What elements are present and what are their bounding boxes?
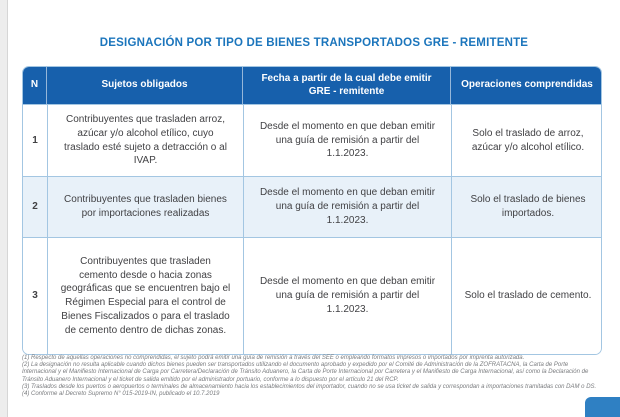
row-number: 2	[32, 201, 38, 213]
footnote-4: (4) Conforme al Decreto Supremo N° 015-2…	[22, 390, 220, 397]
cell-sujetos: Contribuyentes que trasladen bienes por …	[47, 177, 243, 238]
table-header-row: N Sujetos obligados Fecha a partir de la…	[23, 67, 601, 104]
footnote-1: (1) Respecto de aquellas operaciones no …	[22, 355, 525, 361]
cell-operaciones: Solo el traslado de arroz, azúcar y/o al…	[451, 105, 601, 177]
cell-operaciones: Solo el traslado de bienes importados.	[451, 177, 601, 238]
header-cell-sujetos: Sujetos obligados	[46, 67, 242, 104]
header-cell-operaciones: Operaciones comprendidas	[450, 67, 601, 104]
header-cell-fecha: Fecha a partir de la cual debe emitir GR…	[242, 67, 450, 104]
row-number: 3	[32, 290, 38, 302]
table-row: 1 Contribuyentes que trasladen arroz, az…	[23, 104, 601, 177]
page-title: DESIGNACIÓN POR TIPO DE BIENES TRANSPORT…	[99, 37, 529, 49]
cell-sujetos: Contribuyentes que trasladen cemento des…	[47, 238, 243, 355]
footnotes: (1) Respecto de aquellas operaciones no …	[22, 355, 602, 398]
table-row: 3 Contribuyentes que trasladen cemento d…	[23, 237, 601, 355]
corner-accent-shape	[585, 397, 620, 417]
cell-fecha: Desde el momento en que deban emitir una…	[243, 238, 451, 355]
page-edge-strip	[0, 0, 8, 417]
cell-sujetos: Contribuyentes que trasladen arroz, azúc…	[47, 105, 243, 177]
footnote-2: (2) La designación no resulta aplicable …	[22, 362, 589, 383]
header-cell-n: N	[30, 79, 39, 91]
row-number: 1	[32, 134, 38, 146]
cell-operaciones: Solo el traslado de cemento.	[451, 238, 601, 355]
cell-fecha: Desde el momento en que deban emitir una…	[243, 177, 451, 238]
footnote-3: (3) Traslados desde los puertos o aeropu…	[22, 383, 597, 390]
designation-table: N Sujetos obligados Fecha a partir de la…	[22, 66, 602, 356]
table-row: 2 Contribuyentes que trasladen bienes po…	[23, 176, 601, 238]
cell-fecha: Desde el momento en que deban emitir una…	[243, 105, 451, 177]
